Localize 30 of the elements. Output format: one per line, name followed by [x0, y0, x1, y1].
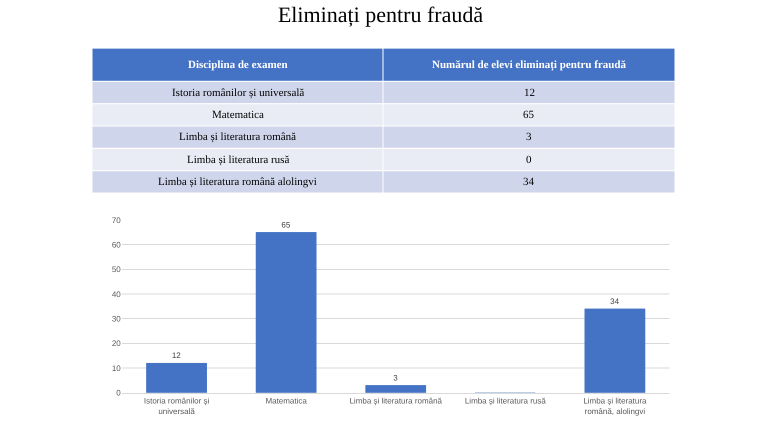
x-tick-label: Limba și literatura rusă: [464, 396, 546, 406]
category-label: Limba și literatura română: [179, 131, 296, 143]
category-label: Matematica: [212, 109, 264, 121]
x-tick-label: Limba și literatura română: [349, 396, 443, 406]
y-tick-label: 30: [112, 314, 122, 324]
text: Disciplina de examen: [188, 59, 288, 71]
y-tick-label: 60: [112, 240, 122, 250]
category-label: Limba și literatura rusă: [187, 154, 290, 166]
data-label: 12: [524, 87, 535, 99]
y-tick-label: 50: [112, 265, 122, 274]
text: Eliminați pentru fraudă: [278, 2, 484, 28]
y-tick-label: 40: [112, 290, 122, 299]
y-tick-label: 70: [112, 216, 122, 225]
data-label: 34: [523, 176, 534, 188]
data-label: 65: [281, 220, 291, 230]
y-tick-label: 20: [112, 339, 122, 348]
category-label: Istoria românilor și universală: [172, 87, 304, 99]
text: Numărul de elevi eliminați pentru fraudă: [432, 59, 627, 71]
data-label: 3: [393, 373, 398, 382]
category-label: Limba și literatura română alolingvi: [158, 176, 317, 188]
x-tick-label: Matematica: [265, 396, 308, 406]
data-label: 3: [526, 131, 532, 143]
data-label: 65: [523, 109, 534, 121]
x-tick-label: Limba și literatura română, alolingvi: [583, 396, 648, 416]
y-tick-label: 10: [112, 364, 122, 373]
data-label: 12: [172, 351, 182, 360]
data-label: 0: [526, 154, 532, 166]
x-tick-label: Istoria românilor și universală: [144, 396, 210, 416]
data-label: 34: [610, 296, 620, 306]
y-tick-label: 0: [116, 388, 122, 398]
